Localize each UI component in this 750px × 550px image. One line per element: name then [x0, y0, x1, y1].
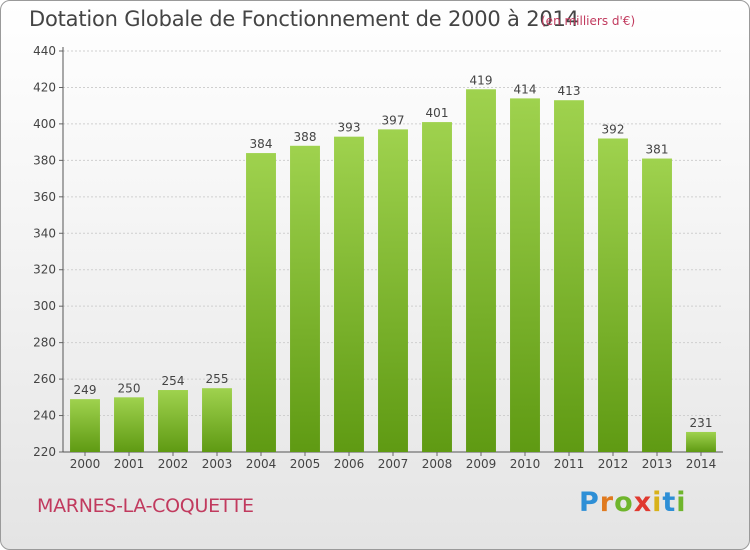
x-tick-label: 2014: [686, 457, 717, 471]
bar: [554, 100, 584, 453]
chart-subtitle: (en milliers d'€): [541, 14, 636, 28]
y-tick-label: 320: [33, 263, 56, 277]
x-tick-label: 2012: [598, 457, 629, 471]
x-tick-label: 2013: [642, 457, 673, 471]
y-tick-label: 380: [33, 153, 56, 167]
x-tick-label: 2001: [114, 457, 145, 471]
logo-letter: r: [599, 487, 615, 518]
y-tick-label: 220: [33, 445, 56, 459]
x-tick-label: 2000: [70, 457, 101, 471]
bar: [290, 145, 320, 453]
data-label: 231: [690, 416, 713, 430]
bar: [466, 89, 496, 452]
data-label: 384: [250, 137, 273, 151]
data-label: 392: [602, 122, 625, 136]
data-label: 254: [162, 374, 185, 388]
y-tick-label: 260: [33, 372, 56, 386]
x-tick-label: 2006: [334, 457, 365, 471]
x-tick-label: 2009: [466, 457, 497, 471]
bar: [598, 138, 628, 452]
logo-letter: i: [676, 487, 687, 518]
logo-letter: i: [652, 487, 663, 518]
y-tick-label: 420: [33, 80, 56, 94]
bar: [686, 431, 716, 452]
x-tick-label: 2002: [158, 457, 189, 471]
data-label: 249: [74, 383, 97, 397]
commune-name: MARNES-LA-COQUETTE: [37, 495, 254, 517]
data-label: 414: [514, 82, 537, 96]
y-tick-label: 280: [33, 336, 56, 350]
logo-letter: x: [633, 487, 653, 518]
chart-title: Dotation Globale de Fonctionnement de 20…: [29, 7, 579, 31]
logo-letter: P: [579, 487, 600, 518]
x-tick-label: 2007: [378, 457, 409, 471]
bar: [642, 158, 672, 453]
data-label: 255: [206, 372, 229, 386]
bar: [422, 122, 452, 452]
y-tick-label: 300: [33, 299, 56, 313]
data-label: 419: [470, 73, 493, 87]
x-tick-label: 2004: [246, 457, 277, 471]
axes: 220 240 260 280 300 320 340 360 380 400 420 440: [33, 44, 723, 459]
y-tick-label: 340: [33, 226, 56, 240]
bar: [510, 98, 540, 453]
logo-letter: o: [614, 487, 634, 518]
bar: [246, 153, 276, 452]
logo-letter: t: [662, 487, 677, 518]
x-tick-label: 2005: [290, 457, 321, 471]
x-tick-label: 2011: [554, 457, 585, 471]
x-tick-label: 2010: [510, 457, 541, 471]
data-label: 393: [338, 121, 361, 135]
y-tick-label: 360: [33, 190, 56, 204]
y-tick-label: 240: [33, 409, 56, 423]
bars: [70, 89, 716, 453]
data-label: 250: [118, 381, 141, 395]
data-label: 401: [426, 106, 449, 120]
data-label: 381: [646, 143, 669, 157]
x-tick-label: 2003: [202, 457, 233, 471]
bar: [70, 399, 100, 452]
proxiti-logo[interactable]: Proxiti: [579, 487, 687, 518]
y-tick-label: 400: [33, 117, 56, 131]
bar: [378, 129, 408, 453]
x-tick-label: 2008: [422, 457, 453, 471]
y-tick-label: 440: [33, 44, 56, 58]
labels: 249 2000 250 2001 254 2002 255 2003 384 2004 388 20…: [70, 73, 717, 471]
bar: [202, 388, 232, 452]
bar: [114, 397, 144, 452]
bar: [158, 390, 188, 452]
data-label: 388: [294, 130, 317, 144]
data-label: 413: [558, 84, 581, 98]
data-label: 397: [382, 113, 405, 127]
bar: [334, 136, 364, 452]
